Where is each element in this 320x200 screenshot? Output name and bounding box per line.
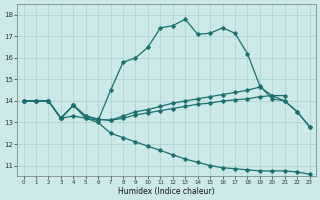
X-axis label: Humidex (Indice chaleur): Humidex (Indice chaleur) — [118, 187, 215, 196]
